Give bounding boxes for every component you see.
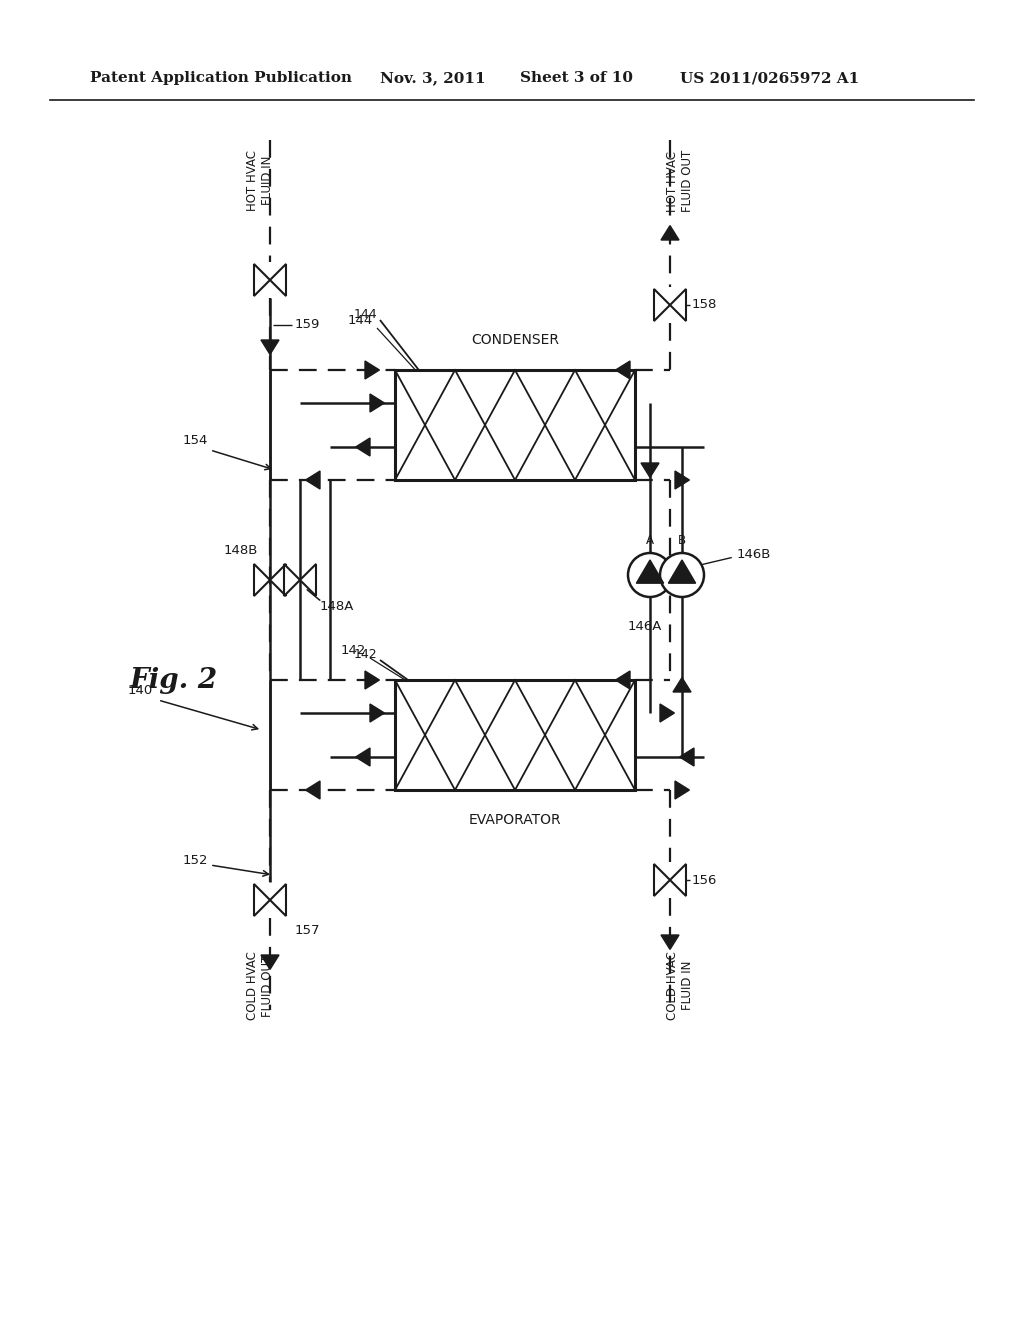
Polygon shape bbox=[675, 781, 689, 799]
Polygon shape bbox=[254, 884, 270, 916]
Text: A: A bbox=[646, 535, 654, 546]
Text: Sheet 3 of 10: Sheet 3 of 10 bbox=[520, 71, 633, 84]
Polygon shape bbox=[675, 471, 689, 488]
Polygon shape bbox=[365, 671, 380, 689]
Polygon shape bbox=[660, 704, 675, 722]
Bar bbox=[395, 680, 635, 789]
Text: 142: 142 bbox=[353, 648, 377, 661]
Polygon shape bbox=[673, 677, 691, 692]
Polygon shape bbox=[636, 560, 664, 583]
Polygon shape bbox=[662, 935, 679, 949]
Polygon shape bbox=[355, 438, 370, 455]
Polygon shape bbox=[261, 341, 279, 354]
Polygon shape bbox=[365, 360, 380, 379]
Polygon shape bbox=[670, 289, 686, 321]
Polygon shape bbox=[615, 671, 630, 689]
Text: HOT HVAC
FLUID IN: HOT HVAC FLUID IN bbox=[246, 150, 274, 211]
Text: HOT HVAC
FLUID OUT: HOT HVAC FLUID OUT bbox=[666, 150, 694, 213]
Text: CONDENSER: CONDENSER bbox=[471, 333, 559, 347]
Polygon shape bbox=[641, 463, 659, 478]
Text: EVAPORATOR: EVAPORATOR bbox=[469, 813, 561, 828]
Text: US 2011/0265972 A1: US 2011/0265972 A1 bbox=[680, 71, 859, 84]
Text: Nov. 3, 2011: Nov. 3, 2011 bbox=[380, 71, 485, 84]
Polygon shape bbox=[254, 564, 270, 597]
Polygon shape bbox=[270, 264, 286, 296]
Polygon shape bbox=[662, 226, 679, 240]
Polygon shape bbox=[305, 781, 319, 799]
Text: 154: 154 bbox=[182, 433, 208, 446]
Bar bbox=[395, 370, 635, 480]
Polygon shape bbox=[654, 289, 670, 321]
Polygon shape bbox=[284, 564, 300, 597]
Polygon shape bbox=[270, 564, 286, 597]
Text: 144: 144 bbox=[353, 309, 377, 322]
Polygon shape bbox=[305, 471, 319, 488]
Polygon shape bbox=[300, 564, 316, 597]
Text: COLD HVAC
FLUID OUT: COLD HVAC FLUID OUT bbox=[246, 952, 274, 1020]
Text: 152: 152 bbox=[182, 854, 208, 866]
Polygon shape bbox=[680, 748, 694, 766]
Text: 146A: 146A bbox=[628, 620, 663, 634]
Circle shape bbox=[660, 553, 705, 597]
Text: Patent Application Publication: Patent Application Publication bbox=[90, 71, 352, 84]
Polygon shape bbox=[654, 865, 670, 896]
Polygon shape bbox=[670, 865, 686, 896]
Text: 146B: 146B bbox=[737, 549, 771, 561]
Circle shape bbox=[628, 553, 672, 597]
Text: 142: 142 bbox=[340, 644, 366, 656]
Text: COLD HVAC
FLUID IN: COLD HVAC FLUID IN bbox=[666, 952, 694, 1020]
Text: 156: 156 bbox=[692, 874, 718, 887]
Polygon shape bbox=[669, 560, 695, 583]
Text: 140: 140 bbox=[127, 684, 153, 697]
Polygon shape bbox=[254, 264, 270, 296]
Text: Fig. 2: Fig. 2 bbox=[130, 667, 218, 693]
Text: 148A: 148A bbox=[319, 601, 354, 612]
Polygon shape bbox=[355, 748, 370, 766]
Polygon shape bbox=[370, 704, 384, 722]
Text: 159: 159 bbox=[295, 318, 321, 331]
Text: 144: 144 bbox=[347, 314, 373, 326]
Polygon shape bbox=[261, 954, 279, 969]
Text: B: B bbox=[678, 535, 686, 546]
Text: 148B: 148B bbox=[223, 544, 258, 557]
Polygon shape bbox=[270, 884, 286, 916]
Text: 157: 157 bbox=[295, 924, 321, 936]
Polygon shape bbox=[370, 393, 384, 412]
Polygon shape bbox=[615, 360, 630, 379]
Text: 158: 158 bbox=[692, 298, 718, 312]
